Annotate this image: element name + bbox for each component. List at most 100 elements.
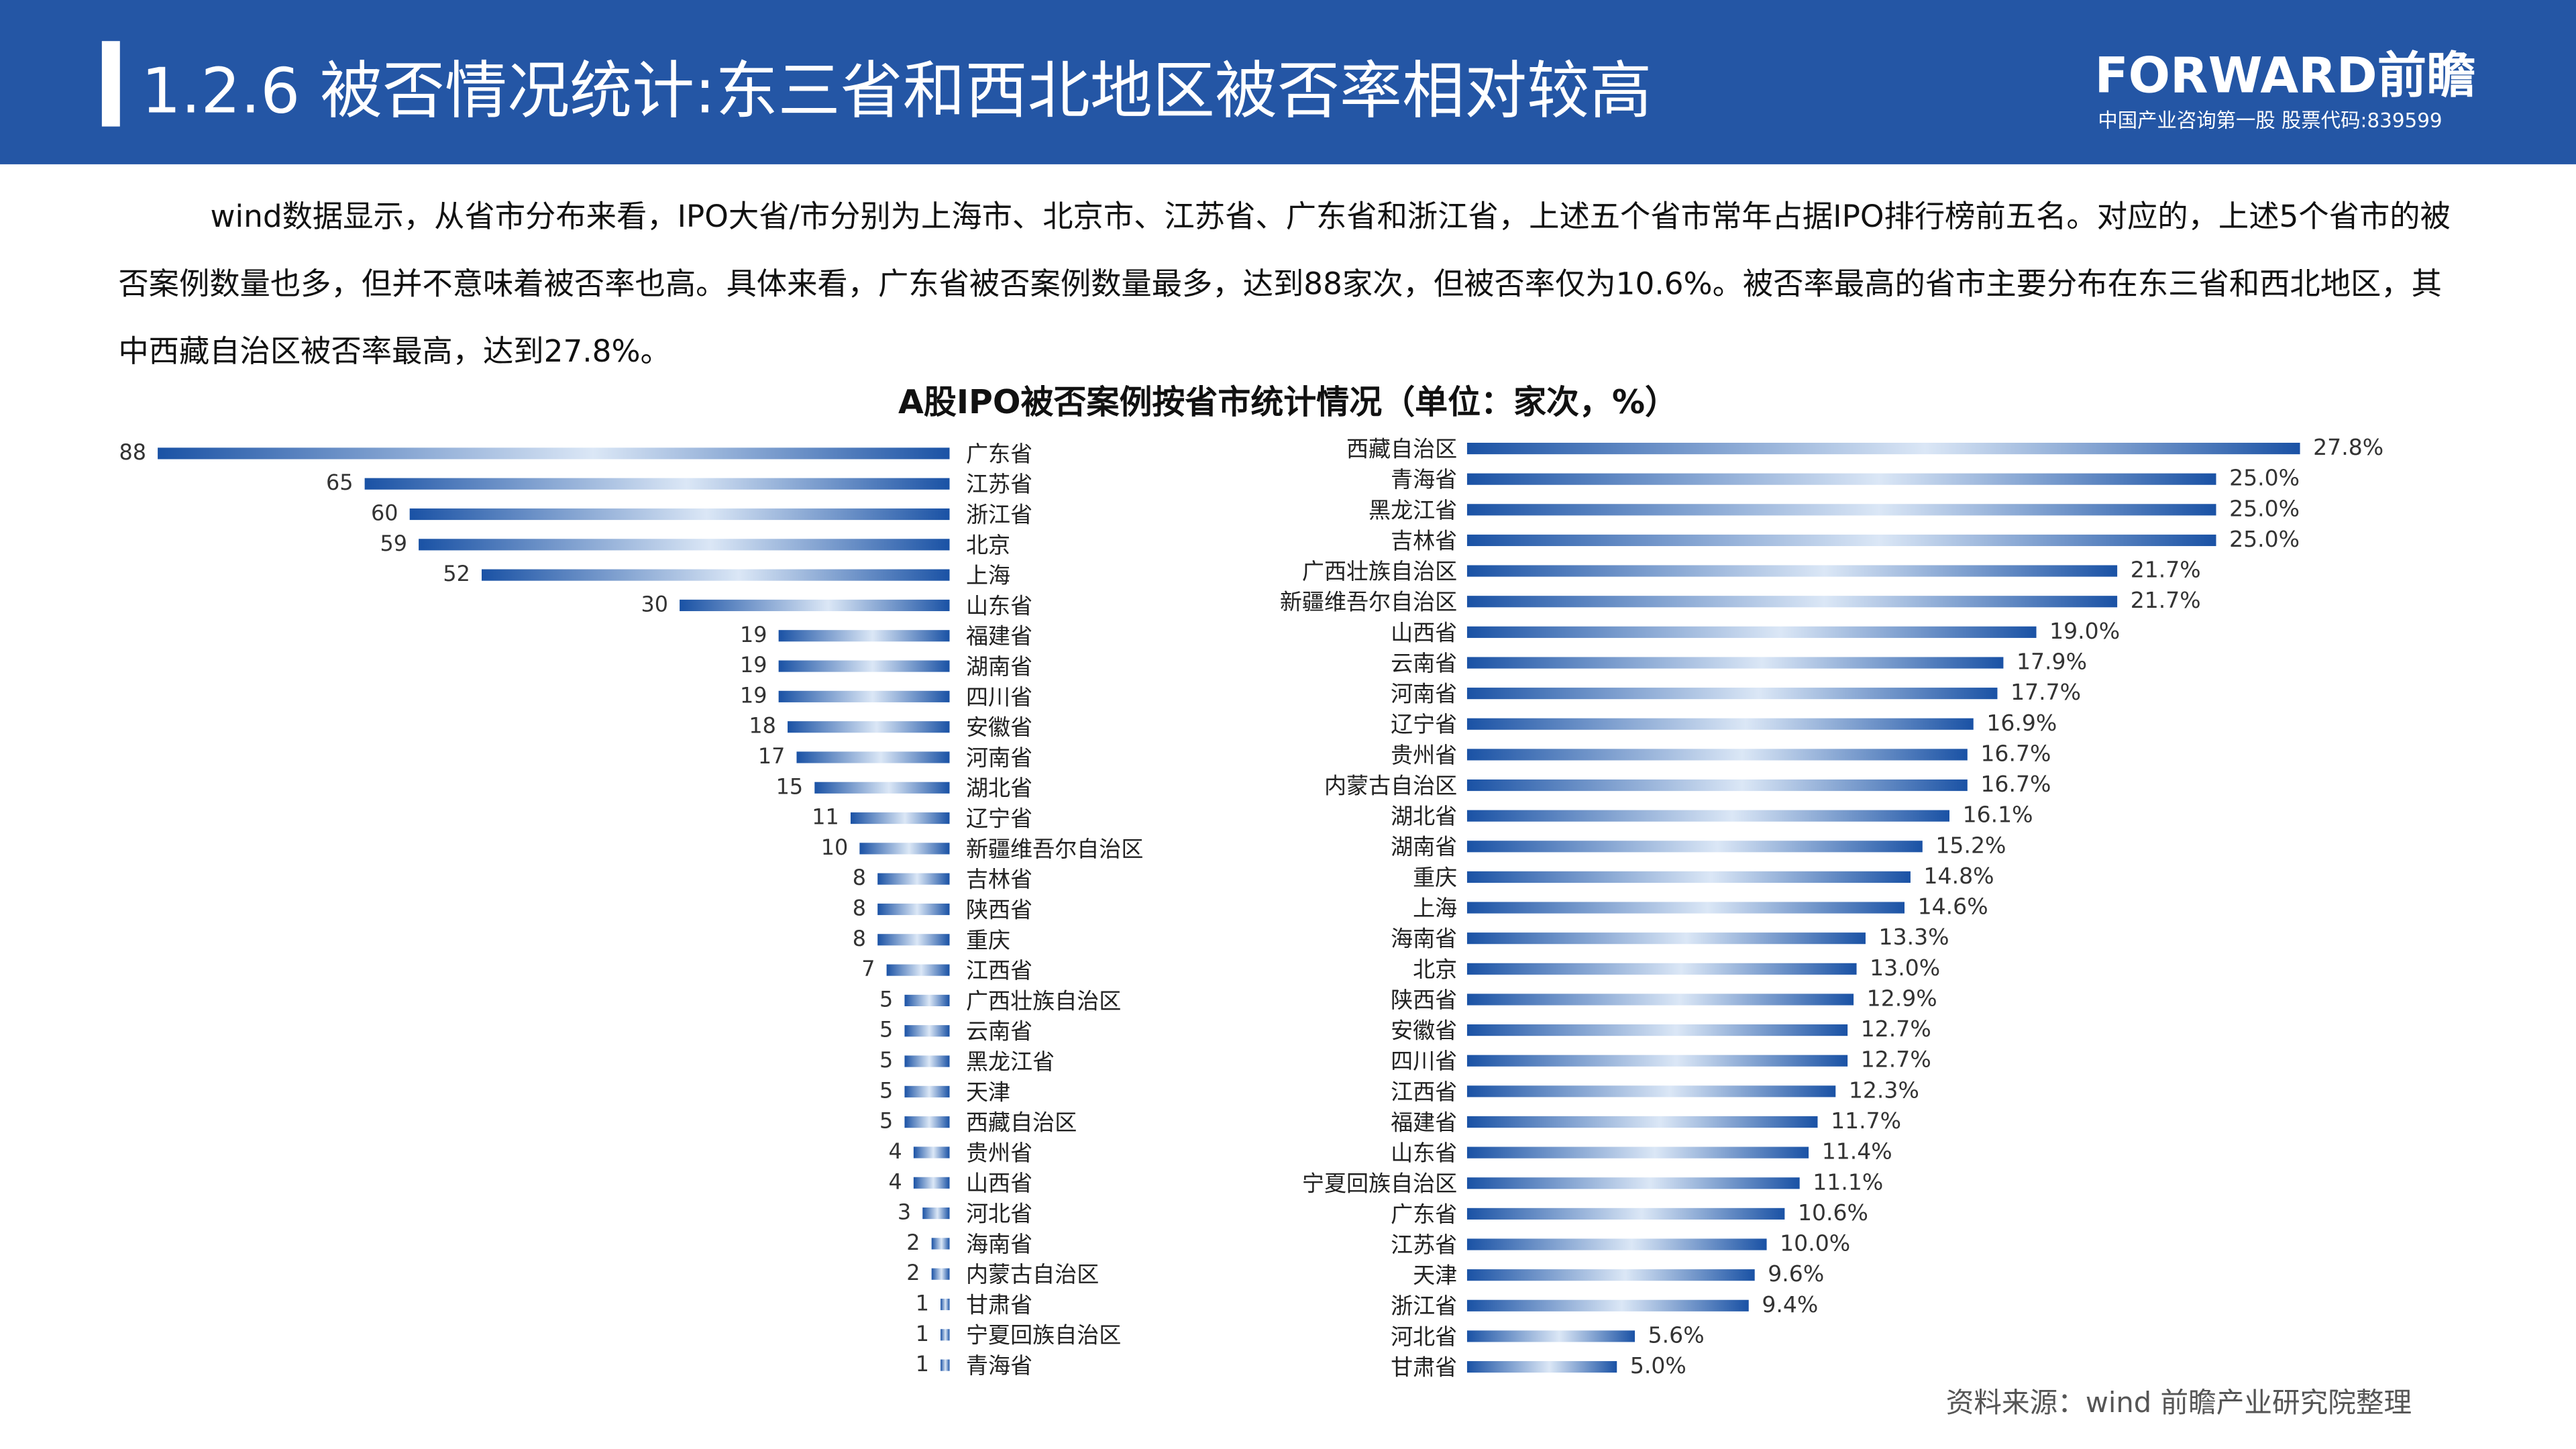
category-label: 云南省 — [1391, 650, 1457, 676]
value-label: 65 — [326, 470, 354, 495]
logo: FORWARD前瞻 — [2094, 48, 2475, 105]
bar — [419, 539, 950, 551]
bar — [904, 994, 950, 1007]
value-label: 59 — [380, 531, 407, 556]
category-label: 山东省 — [966, 592, 1032, 619]
value-label: 17.9% — [2017, 649, 2087, 675]
bar — [904, 1116, 950, 1128]
bar — [1466, 504, 2216, 516]
bar — [850, 812, 950, 824]
value-label: 16.1% — [1963, 802, 2033, 828]
bar — [680, 599, 950, 612]
source: 资料来源：wind 前瞻产业研究院整理 — [1946, 1386, 2412, 1419]
bar — [1466, 657, 2004, 669]
value-label: 5 — [879, 986, 893, 1012]
category-label: 青海省 — [1391, 466, 1457, 492]
category-label: 浙江省 — [966, 501, 1032, 527]
category-label: 江苏省 — [966, 471, 1032, 497]
value-label: 60 — [371, 500, 398, 526]
bar — [796, 751, 950, 763]
category-label: 广西壮族自治区 — [966, 987, 1121, 1014]
value-label: 15.2% — [1935, 832, 2006, 858]
bar — [931, 1268, 950, 1280]
value-label: 16.7% — [1980, 740, 2051, 766]
category-label: 上海 — [1413, 895, 1457, 921]
category-label: 河北省 — [1391, 1324, 1457, 1350]
bar — [1466, 932, 1866, 945]
bar — [922, 1208, 950, 1220]
value-label: 8 — [853, 865, 866, 890]
bar — [941, 1329, 950, 1341]
bar — [1466, 994, 1854, 1006]
bar — [1466, 1177, 1800, 1189]
bar — [941, 1359, 950, 1371]
value-label: 9.6% — [1768, 1260, 1824, 1287]
category-label: 广西壮族自治区 — [1302, 558, 1457, 584]
category-label: 西藏自治区 — [1346, 436, 1457, 462]
bar — [877, 934, 950, 946]
bar — [1466, 688, 1998, 700]
bar — [788, 721, 950, 733]
value-label: 5 — [879, 1077, 893, 1103]
category-label: 新疆维吾尔自治区 — [966, 836, 1143, 862]
bar — [364, 478, 950, 490]
value-label: 12.3% — [1849, 1077, 1919, 1103]
value-label: 11.1% — [1813, 1169, 1883, 1195]
value-label: 25.0% — [2229, 526, 2300, 552]
value-label: 3 — [898, 1199, 911, 1225]
bar — [778, 690, 950, 702]
category-label: 福建省 — [1391, 1109, 1457, 1135]
category-label: 四川省 — [966, 684, 1032, 710]
value-label: 16.9% — [1986, 710, 2057, 736]
bar — [913, 1177, 950, 1189]
value-label: 4 — [888, 1138, 902, 1164]
bar — [931, 1238, 950, 1250]
bar — [1466, 473, 2216, 485]
category-label: 安徽省 — [966, 714, 1032, 741]
value-label: 21.7% — [2131, 587, 2201, 613]
category-label: 贵州省 — [1391, 742, 1457, 768]
header-bar — [0, 0, 2576, 164]
category-label: 山西省 — [1391, 619, 1457, 645]
category-label: 新疆维吾尔自治区 — [1280, 589, 1457, 615]
value-label: 14.6% — [1918, 894, 1988, 920]
category-label: 西藏自治区 — [966, 1110, 1077, 1136]
bar — [1466, 534, 2216, 547]
value-label: 27.8% — [2313, 434, 2383, 460]
category-label: 青海省 — [966, 1352, 1032, 1379]
bar — [778, 660, 950, 672]
bar — [778, 630, 950, 642]
value-label: 12.7% — [1861, 1016, 1931, 1042]
header-title: 1.2.6 被否情况统计:东三省和西北地区被否率相对较高 — [142, 54, 1652, 127]
bar — [1466, 1330, 1635, 1342]
bar — [1466, 902, 1905, 914]
value-label: 52 — [443, 561, 470, 586]
value-label: 25.0% — [2229, 495, 2300, 521]
category-label: 安徽省 — [1391, 1018, 1457, 1044]
bar — [1466, 718, 1974, 730]
category-label: 内蒙古自治区 — [966, 1261, 1099, 1287]
bar — [877, 873, 950, 885]
bar — [941, 1298, 950, 1311]
value-label: 11 — [812, 804, 839, 830]
category-label: 江苏省 — [1391, 1232, 1457, 1258]
category-label: 天津 — [1413, 1263, 1457, 1289]
bar — [1466, 443, 2300, 455]
bar — [877, 903, 950, 916]
bar — [1466, 1208, 1785, 1220]
value-label: 5.0% — [1630, 1352, 1686, 1379]
category-label: 宁夏回族自治区 — [1302, 1171, 1457, 1197]
bar — [1466, 626, 2037, 638]
category-label: 湖北省 — [966, 775, 1032, 801]
bar — [1466, 1116, 1818, 1128]
value-label: 16.7% — [1980, 771, 2051, 797]
bar — [1466, 1238, 1767, 1250]
value-label: 12.9% — [1867, 985, 1937, 1011]
category-label: 山西省 — [966, 1170, 1032, 1196]
category-label: 江西省 — [1391, 1079, 1457, 1105]
value-label: 17.7% — [2010, 679, 2081, 705]
bar — [481, 569, 950, 581]
value-label: 1 — [916, 1321, 929, 1346]
